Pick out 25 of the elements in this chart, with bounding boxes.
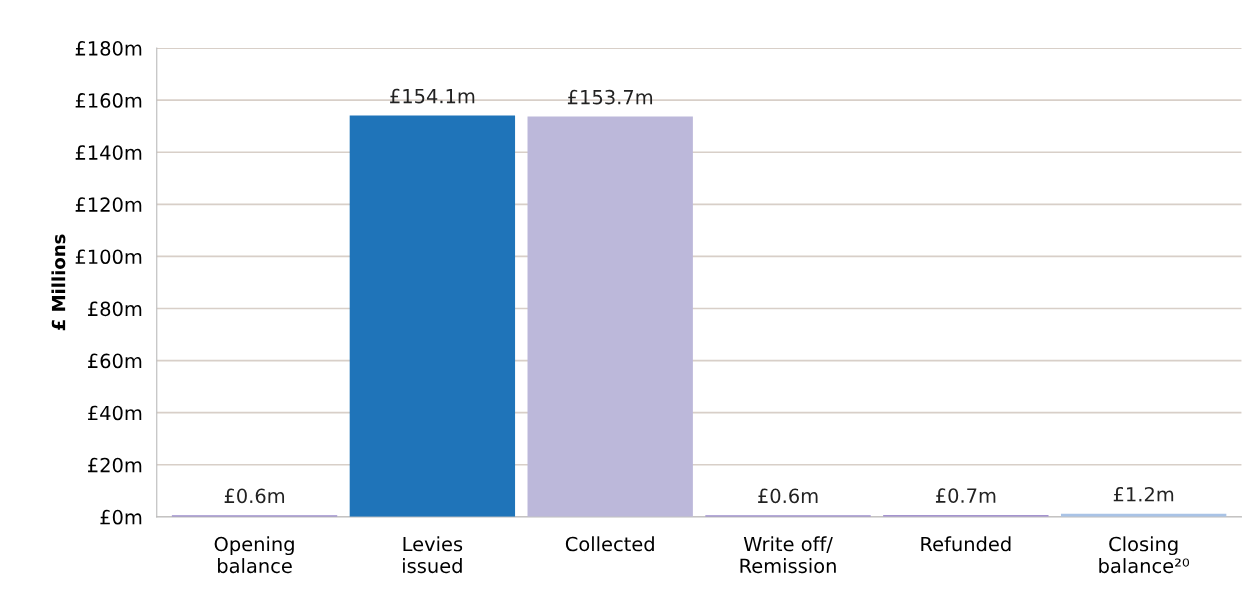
x-tick-label: Collected <box>565 536 654 552</box>
x-tick-label: Closing balance²⁰ <box>1099 536 1190 574</box>
x-tick-label: Levies issued <box>403 536 463 574</box>
data-label: £153.7m <box>567 89 653 105</box>
data-label: £154.1m <box>390 88 475 104</box>
y-tick-label: £80m <box>88 301 142 317</box>
data-label: £0.6m <box>224 488 285 504</box>
y-tick-label: £0m <box>100 509 142 525</box>
y-tick-label: £60m <box>88 353 142 369</box>
y-tick-label: £140m <box>75 145 142 160</box>
y-tick-label: £180m <box>75 41 142 56</box>
data-label: £0.7m <box>935 488 996 503</box>
y-tick-label: £40m <box>88 405 142 421</box>
y-tick-label: £120m <box>75 197 142 212</box>
bar <box>349 115 516 517</box>
y-axis-title: £ Millions <box>51 234 66 331</box>
bar <box>527 116 693 517</box>
x-tick-label: Refunded <box>921 536 1011 552</box>
x-tick-label: Write off/ Remission <box>740 536 836 574</box>
y-tick-label: £20m <box>88 457 142 473</box>
data-label: £0.6m <box>758 488 818 504</box>
data-label: £1.2m <box>1113 486 1174 502</box>
x-tick-label: Opening balance <box>214 536 294 574</box>
y-tick-label: £160m <box>75 93 142 108</box>
y-tick-label: £100m <box>75 249 142 265</box>
